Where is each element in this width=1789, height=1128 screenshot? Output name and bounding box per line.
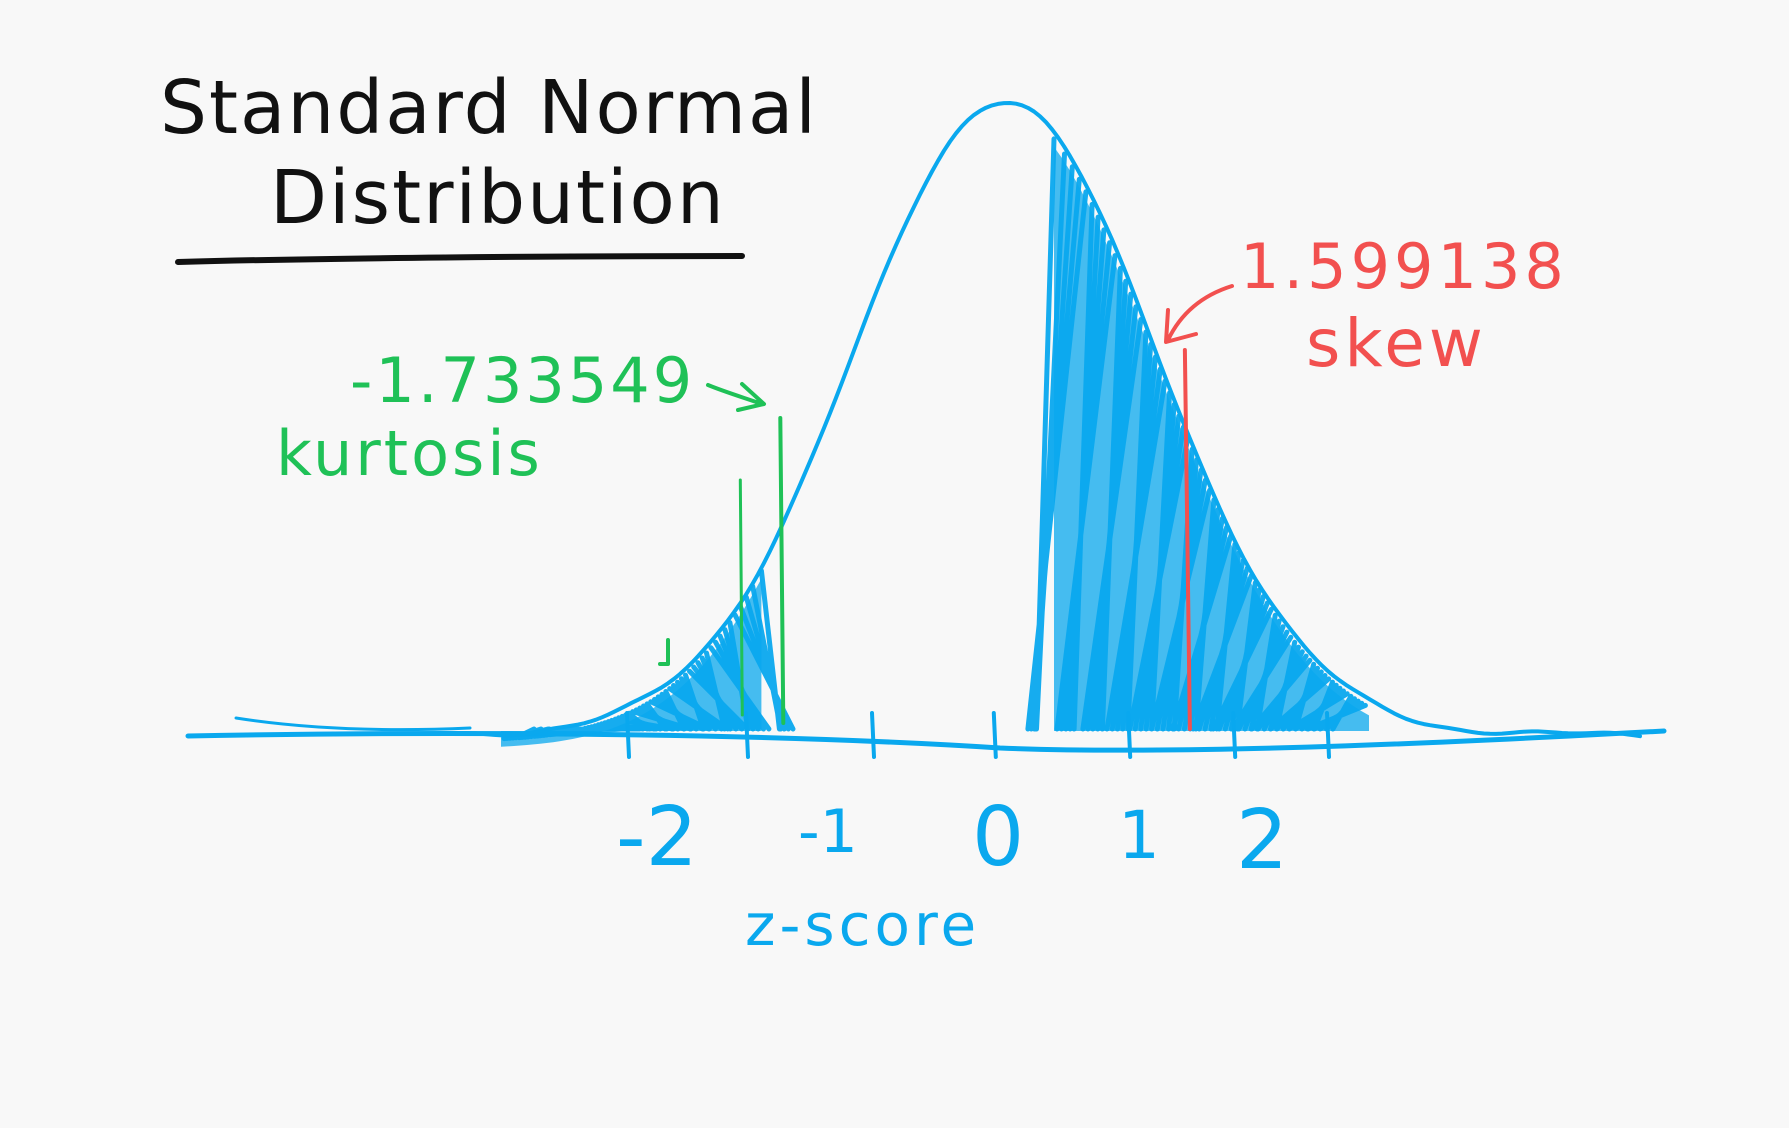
tick-mid bbox=[991, 711, 998, 759]
kurtosis-marker-line-inner bbox=[738, 478, 744, 717]
kurtosis-annotation: -1.733549 kurtosis bbox=[276, 344, 786, 725]
title-block: Standard Normal Distribution bbox=[160, 65, 818, 265]
bell-curve bbox=[438, 101, 1642, 739]
axis-line bbox=[185, 728, 1667, 753]
axis-tick-labels: -2 -1 0 1 2 bbox=[616, 790, 1288, 888]
skew-label: skew bbox=[1306, 305, 1487, 382]
axis-left-tail bbox=[234, 716, 472, 732]
skew-arrow bbox=[1164, 284, 1234, 344]
title-underline bbox=[175, 253, 745, 265]
kurtosis-marker-line bbox=[778, 416, 786, 725]
tick-label-1: 1 bbox=[1118, 797, 1160, 874]
kurtosis-label: kurtosis bbox=[276, 417, 543, 490]
tick-0 bbox=[870, 711, 876, 759]
right-tail-shading bbox=[1025, 136, 1369, 732]
tick-label-neg2: -2 bbox=[616, 790, 698, 885]
tick-label-0: 0 bbox=[972, 790, 1024, 885]
tick-label-2: 2 bbox=[1236, 793, 1288, 888]
kurtosis-hook bbox=[658, 638, 670, 666]
axis-title: z-score bbox=[745, 891, 980, 959]
z-axis bbox=[185, 716, 1667, 753]
title-line-2: Distribution bbox=[270, 155, 726, 241]
tick-label-neg1: -1 bbox=[798, 797, 858, 867]
shaded-tails bbox=[501, 136, 1369, 747]
skew-annotation: 1.599138 skew bbox=[1164, 230, 1568, 731]
kurtosis-value: -1.733549 bbox=[350, 344, 695, 417]
skew-value: 1.599138 bbox=[1240, 230, 1568, 303]
skew-marker-line bbox=[1182, 348, 1192, 731]
kurtosis-arrow bbox=[706, 382, 766, 412]
title-line-1: Standard Normal bbox=[160, 65, 818, 151]
left-tail-shading bbox=[501, 568, 796, 747]
